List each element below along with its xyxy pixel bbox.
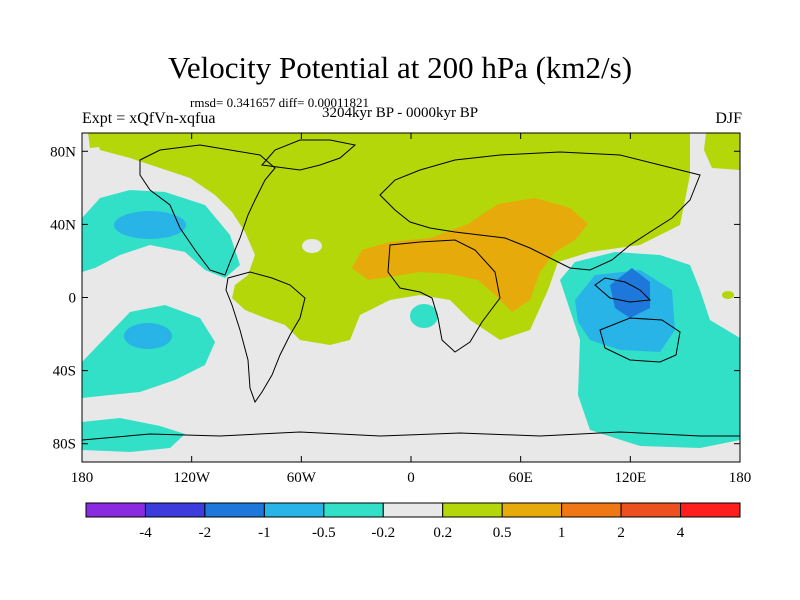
colorbar-label: -4 [139,525,152,541]
period-label: 3204kyr BP - 0000kyr BP [322,105,479,121]
lat-label: 0 [69,291,77,307]
colorbar-swatch [442,502,503,518]
lat-label: 40S [53,364,76,380]
lat-label: 80S [53,437,76,453]
experiment-label: Expt = xQfVn-xqfua [82,110,216,127]
lon-label: 120E [614,470,646,486]
colorbar-swatch [144,502,206,518]
colorbar-label: 2 [617,525,625,541]
lon-label: 180 [71,470,94,486]
positive-patch-east [722,291,734,299]
colorbar-swatch [680,502,741,518]
lon-label: 0 [407,470,415,486]
colorbar-swatch [323,502,384,518]
colorbar-label: -0.2 [371,525,395,541]
colorbar-swatch [204,502,265,518]
colorbar-label: -1 [258,525,271,541]
lon-label: 60W [287,470,317,486]
axis-ticks: 80N 40N 0 40S 80S 180 120W 60W 0 60E 120E 180 [50,133,751,486]
lon-label: 60E [509,470,533,486]
velocity-potential-field [82,133,740,462]
colorbar-label: 1 [558,525,566,541]
colorbar: -4 -2 -1 -0.5 -0.2 0.2 0.5 1 2 4 [85,502,741,541]
lon-label: 120W [173,470,211,486]
colorbar-label: -2 [199,525,212,541]
negative-region-south-pacific [82,305,215,398]
colorbar-swatch [501,502,563,518]
colorbar-swatch [263,502,325,518]
positive-region-main [95,133,690,345]
medium-negative-north-pacific [114,211,186,239]
colorbar-swatch [382,502,444,518]
lon-label: 180 [729,470,752,486]
colorbar-swatch [561,502,622,518]
season-label: DJF [715,110,742,127]
medium-negative-south-pacific [124,323,172,349]
positive-region-west-pacific [88,133,112,148]
colorbar-label: 0.2 [433,525,452,541]
coastlines [82,139,740,441]
strong-positive-region [352,198,588,312]
rmsd-stats: rmsd= 0.341657 diff= 0.00011821 [190,95,369,110]
negative-patch-guinea [410,304,438,328]
positive-region-south-atlantic [302,310,352,342]
colorbar-label: 0.5 [493,525,512,541]
positive-region-arctic-east [704,133,740,170]
colorbar-label: 4 [677,525,685,541]
colorbar-swatch [620,502,682,518]
lat-label: 80N [50,144,76,160]
map-title: Velocity Potential at 200 hPa (km2/s) [167,50,633,85]
colorbar-swatch [85,502,146,518]
colorbar-label: -0.5 [312,525,336,541]
neutral-patch-atlantic [302,239,322,253]
lat-label: 40N [50,217,76,233]
